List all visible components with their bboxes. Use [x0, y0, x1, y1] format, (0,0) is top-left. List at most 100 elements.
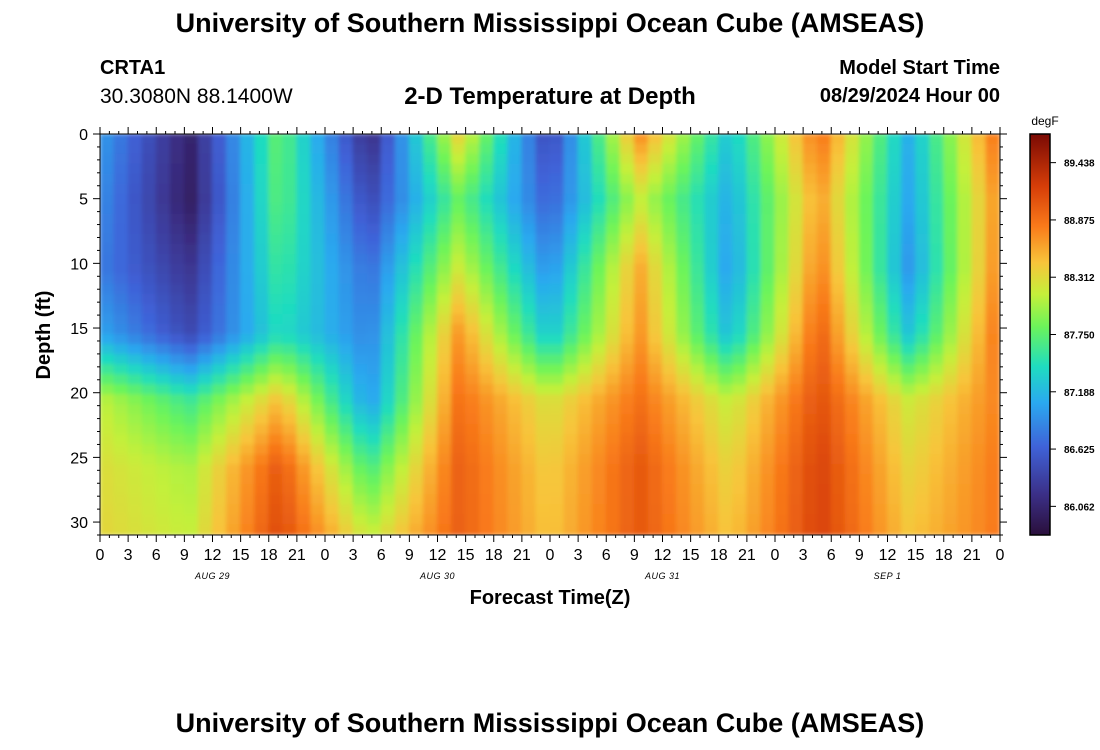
heatmap-cell — [282, 354, 298, 366]
heatmap-cell — [901, 384, 917, 396]
heatmap-cell — [985, 404, 1000, 416]
heatmap-cell — [858, 193, 874, 205]
heatmap-cell — [100, 434, 115, 446]
heatmap-cell — [830, 173, 846, 185]
heatmap-cell — [254, 444, 270, 456]
heatmap-cell — [437, 494, 453, 506]
heatmap-cell — [535, 243, 551, 255]
station-id: CRTA1 — [100, 57, 166, 79]
heatmap-cell — [254, 143, 270, 155]
heatmap-cell — [197, 293, 213, 305]
heatmap-cell — [676, 384, 692, 396]
heatmap-cell — [254, 484, 270, 496]
heatmap-cell — [254, 233, 270, 245]
heatmap-cell — [380, 404, 396, 416]
heatmap-cell — [197, 253, 213, 265]
heatmap-cell — [127, 293, 143, 305]
heatmap-cell — [858, 474, 874, 486]
heatmap-cell — [338, 474, 354, 486]
heatmap-cell — [746, 424, 762, 436]
heatmap-cell — [127, 374, 143, 386]
heatmap-cell — [915, 344, 931, 356]
heatmap-cell — [704, 524, 720, 535]
heatmap-cell — [338, 263, 354, 275]
heatmap-cell — [113, 344, 129, 356]
heatmap-cell — [760, 203, 776, 215]
heatmap-cell — [577, 424, 593, 436]
heatmap-cell — [240, 394, 256, 406]
heatmap-cell — [662, 444, 678, 456]
x-tick-label: 0 — [996, 547, 1005, 564]
heatmap-cell — [802, 514, 818, 526]
heatmap-cell — [324, 253, 340, 265]
heatmap-cell — [141, 384, 157, 396]
heatmap-cell — [493, 434, 509, 446]
heatmap-cell — [788, 394, 804, 406]
heatmap-cell — [901, 444, 917, 456]
heatmap-cell — [971, 293, 987, 305]
heatmap-cell — [240, 504, 256, 516]
heatmap-cell — [746, 193, 762, 205]
heatmap-cell — [774, 323, 790, 336]
heatmap-cell — [254, 464, 270, 476]
heatmap-cell — [380, 494, 396, 506]
heatmap-cell — [746, 203, 762, 215]
heatmap-cell — [183, 173, 199, 185]
heatmap-cell — [212, 384, 228, 396]
heatmap-cell — [788, 364, 804, 376]
heatmap-cell — [296, 193, 312, 205]
heatmap-cell — [197, 134, 213, 145]
heatmap-cell — [479, 193, 495, 205]
heatmap-cell — [479, 334, 495, 346]
heatmap-cell — [676, 173, 692, 185]
heatmap-cell — [100, 223, 115, 235]
heatmap-cell — [830, 313, 846, 325]
heatmap-cell — [535, 233, 551, 245]
heatmap-cell — [662, 223, 678, 235]
heatmap-cell — [521, 303, 537, 315]
heatmap-cell — [830, 474, 846, 486]
heatmap-cell — [633, 253, 649, 265]
heatmap-cell — [704, 414, 720, 426]
heatmap-cell — [282, 263, 298, 275]
heatmap-cell — [915, 524, 931, 535]
heatmap-cell — [690, 464, 706, 476]
heatmap-cell — [943, 253, 959, 265]
heatmap-cell — [858, 223, 874, 235]
heatmap-cell — [324, 334, 340, 346]
heatmap-cell — [437, 303, 453, 315]
heatmap-cell — [451, 293, 467, 305]
heatmap-cell — [451, 134, 467, 145]
heatmap-cell — [169, 313, 185, 325]
heatmap-cell — [774, 524, 790, 535]
heatmap-cell — [240, 404, 256, 416]
colorbar-tick-label: 87.750 — [1064, 331, 1095, 342]
heatmap-cell — [704, 233, 720, 245]
heatmap-cell — [830, 163, 846, 175]
heatmap-cell — [127, 454, 143, 466]
heatmap-cell — [830, 434, 846, 446]
heatmap-cell — [521, 243, 537, 255]
heatmap-cell — [633, 454, 649, 466]
heatmap-cell — [380, 313, 396, 325]
heatmap-cell — [619, 193, 635, 205]
heatmap-cell — [183, 354, 199, 366]
heatmap-cell — [451, 183, 467, 195]
heatmap-cell — [254, 474, 270, 486]
heatmap-cell — [437, 444, 453, 456]
heatmap-cell — [577, 233, 593, 245]
heatmap-cell — [100, 404, 115, 416]
heatmap-cell — [929, 504, 945, 516]
heatmap-cell — [100, 173, 115, 185]
heatmap-cell — [563, 444, 579, 456]
heatmap-cell — [844, 213, 860, 225]
heatmap-cell — [100, 524, 115, 535]
heatmap-cell — [563, 424, 579, 436]
heatmap-cell — [971, 354, 987, 366]
heatmap-cell — [943, 303, 959, 315]
heatmap-cell — [549, 153, 565, 165]
heatmap-cell — [943, 293, 959, 305]
heatmap-cell — [226, 223, 242, 235]
heatmap-cell — [507, 454, 523, 466]
heatmap-cell — [858, 334, 874, 346]
